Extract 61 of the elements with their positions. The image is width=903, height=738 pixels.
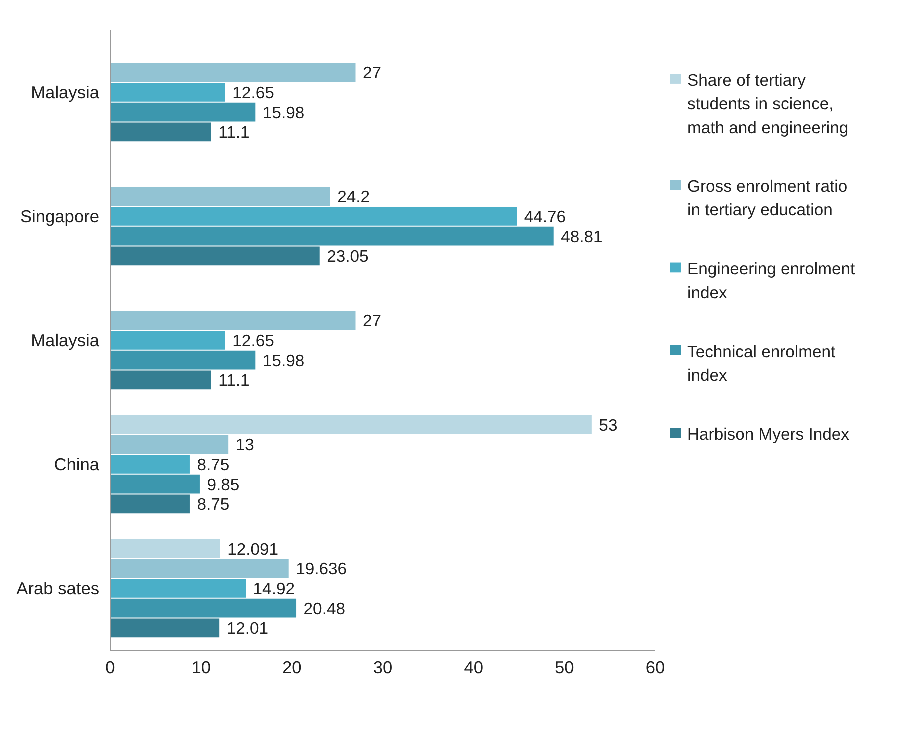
data-label: 23.05	[327, 247, 369, 266]
legend-label: Harbison Myers Index	[688, 424, 850, 444]
data-label: 12.091	[228, 540, 279, 559]
data-label: 20.48	[304, 599, 346, 618]
data-label: 15.98	[262, 351, 305, 370]
bar	[110, 370, 212, 390]
bar	[110, 579, 246, 598]
data-label: 53	[599, 416, 618, 435]
bar	[110, 415, 592, 434]
bar	[110, 63, 356, 82]
bar	[110, 207, 518, 226]
data-label: 12.65	[232, 84, 274, 102]
x-tick-label: 20	[282, 658, 302, 678]
bar	[110, 455, 190, 474]
bar	[110, 331, 226, 350]
y-tick-label: Singapore	[20, 206, 100, 226]
x-tick-label: 10	[192, 658, 211, 678]
data-label: 9.85	[207, 475, 240, 494]
bar	[110, 539, 220, 558]
y-tick-label: Malaysia	[31, 330, 100, 350]
legend-label: Share of tertiary students in science, math and engineering	[688, 70, 849, 138]
bar	[110, 226, 554, 246]
data-label: 48.81	[561, 227, 603, 246]
bar	[110, 102, 256, 122]
data-label: 19.636	[296, 560, 348, 579]
x-tick-label: 40	[464, 658, 484, 678]
data-label: 11.1	[218, 123, 250, 142]
data-label: 24.2	[338, 188, 370, 207]
bar	[110, 83, 226, 102]
x-tick-label: 50	[555, 658, 574, 678]
x-tick-label: 60	[646, 658, 666, 678]
legend-label: Gross enrolment ratio in tertiary education	[688, 176, 848, 220]
data-label: 12.65	[232, 332, 274, 350]
data-label: 11.1	[218, 371, 250, 390]
data-label: 8.75	[197, 456, 230, 474]
bar	[110, 122, 212, 142]
data-label: 15.98	[262, 103, 305, 122]
bar	[110, 474, 200, 494]
data-label: 27	[363, 64, 382, 83]
legend-label: Engineering enrolment index	[688, 260, 856, 302]
x-tick-label: 30	[373, 658, 393, 678]
y-tick-label: Arab sates	[16, 578, 100, 598]
x-tick-label: 0	[106, 658, 116, 678]
data-label: 27	[363, 312, 382, 331]
legend-label: Technical enrolment index	[688, 342, 836, 386]
bar	[110, 246, 320, 266]
data-label: 8.75	[197, 495, 230, 514]
data-label: 44.76	[524, 208, 566, 226]
bar	[110, 559, 289, 578]
bar	[110, 187, 330, 206]
data-label: 14.92	[253, 580, 295, 598]
bar	[110, 350, 256, 370]
bar	[110, 494, 190, 514]
bar	[110, 618, 220, 638]
bar	[110, 435, 229, 454]
bar	[110, 598, 297, 618]
y-tick-label: China	[54, 454, 100, 474]
data-label: 13	[236, 436, 254, 455]
bar	[110, 311, 356, 330]
y-tick-label: Malaysia	[31, 82, 100, 102]
data-label: 12.01	[226, 619, 269, 638]
